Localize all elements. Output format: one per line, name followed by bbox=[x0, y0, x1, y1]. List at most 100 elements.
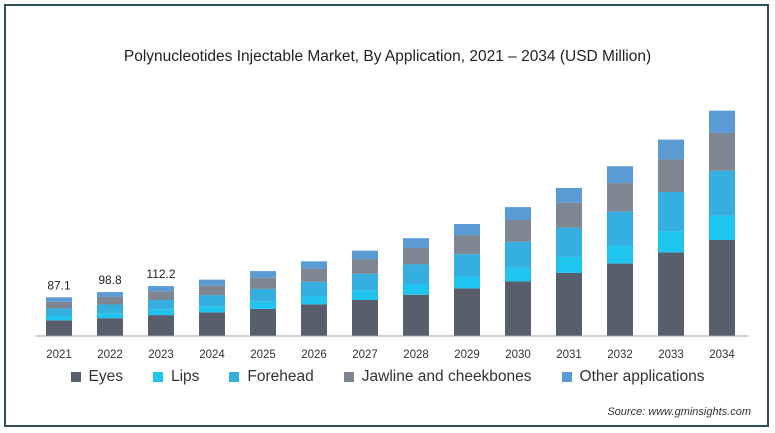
bar-2025-lips bbox=[250, 301, 276, 309]
x-tick-label-2023: 2023 bbox=[148, 349, 174, 361]
legend-label: Eyes bbox=[88, 368, 123, 385]
bar-2032-lips bbox=[607, 245, 633, 264]
bar-2023-eyes bbox=[148, 315, 174, 336]
legend-item-jawline-and-cheekbones: Jawline and cheekbones bbox=[343, 368, 532, 386]
x-tick-label-2031: 2031 bbox=[556, 349, 582, 361]
x-tick-label-2032: 2032 bbox=[607, 349, 633, 361]
x-tick-label-2030: 2030 bbox=[505, 349, 531, 361]
bar-2022-lips bbox=[97, 313, 123, 319]
x-tick-label-2029: 2029 bbox=[454, 349, 480, 361]
bar-2024-lips bbox=[199, 306, 225, 313]
bar-2026-other-applications bbox=[301, 261, 327, 269]
bar-2032-jawline-and-cheekbones bbox=[607, 183, 633, 212]
bar-2023-lips bbox=[148, 309, 174, 316]
bar-2024-other-applications bbox=[199, 279, 225, 286]
legend-label: Jawline and cheekbones bbox=[361, 368, 532, 385]
bar-2032-other-applications bbox=[607, 166, 633, 184]
legend-swatch bbox=[152, 372, 163, 382]
legend-item-other-applications: Other applications bbox=[561, 368, 705, 386]
x-tick-label-2026: 2026 bbox=[301, 349, 327, 361]
bar-2028-lips bbox=[403, 284, 429, 295]
bar-2030-forehead bbox=[505, 241, 531, 268]
legend-item-lips: Lips bbox=[152, 368, 200, 386]
x-tick-label-2022: 2022 bbox=[97, 349, 123, 361]
bar-2028-other-applications bbox=[403, 238, 429, 248]
bar-2022-forehead bbox=[97, 304, 123, 314]
bar-2025-forehead bbox=[250, 288, 276, 302]
bar-2022-eyes bbox=[97, 318, 123, 336]
bar-2034-lips bbox=[709, 215, 735, 240]
chart-title: Polynucleotides Injectable Market, By Ap… bbox=[123, 48, 652, 65]
x-tick-label-2025: 2025 bbox=[250, 349, 276, 361]
legend-label: Other applications bbox=[579, 368, 705, 385]
bar-2033-other-applications bbox=[658, 139, 684, 160]
bar-2034-forehead bbox=[709, 170, 735, 216]
legend-swatch bbox=[229, 372, 240, 382]
bar-2025-jawline-and-cheekbones bbox=[250, 277, 276, 289]
chart-frame bbox=[4, 4, 769, 427]
bar-2033-jawline-and-cheekbones bbox=[658, 159, 684, 192]
bar-2034-jawline-and-cheekbones bbox=[709, 132, 735, 171]
x-tick-label-2021: 2021 bbox=[46, 349, 72, 361]
bar-2030-jawline-and-cheekbones bbox=[505, 220, 531, 242]
legend-swatch bbox=[561, 372, 572, 382]
data-label-2022: 98.8 bbox=[98, 273, 122, 287]
x-tick-label-2027: 2027 bbox=[352, 349, 378, 361]
bar-2034-other-applications bbox=[709, 110, 735, 133]
x-tick-label-2028: 2028 bbox=[403, 349, 429, 361]
bar-2026-jawline-and-cheekbones bbox=[301, 268, 327, 282]
bar-2030-eyes bbox=[505, 281, 531, 336]
bar-2021-other-applications bbox=[46, 297, 72, 302]
legend: Eyes Lips Forehead Jawline and cheekbones Ot… bbox=[0, 368, 775, 386]
bar-2023-other-applications bbox=[148, 286, 174, 292]
bar-2029-lips bbox=[454, 276, 480, 289]
bar-2033-lips bbox=[658, 231, 684, 253]
bar-2027-other-applications bbox=[352, 250, 378, 260]
legend-item-forehead: Forehead bbox=[229, 368, 314, 386]
bar-2029-jawline-and-cheekbones bbox=[454, 235, 480, 255]
bar-2032-eyes bbox=[607, 263, 633, 336]
bar-2028-jawline-and-cheekbones bbox=[403, 248, 429, 265]
bar-2021-jawline-and-cheekbones bbox=[46, 301, 72, 309]
bar-2027-forehead bbox=[352, 273, 378, 291]
legend-label: Lips bbox=[170, 368, 200, 385]
bar-2034-eyes bbox=[709, 240, 735, 336]
legend-label: Forehead bbox=[247, 368, 314, 385]
bar-2033-forehead bbox=[658, 192, 684, 232]
bar-2031-jawline-and-cheekbones bbox=[556, 202, 582, 228]
bar-2027-eyes bbox=[352, 300, 378, 336]
x-tick-label-2024: 2024 bbox=[199, 349, 225, 361]
bar-2027-lips bbox=[352, 290, 378, 300]
legend-swatch bbox=[70, 372, 81, 382]
bar-2029-other-applications bbox=[454, 224, 480, 236]
bar-2026-forehead bbox=[301, 281, 327, 297]
bar-2026-lips bbox=[301, 296, 327, 305]
data-label-2021: 87.1 bbox=[47, 278, 71, 292]
legend-item-eyes: Eyes bbox=[70, 368, 123, 386]
bar-2031-lips bbox=[556, 256, 582, 273]
x-tick-label-2033: 2033 bbox=[658, 349, 684, 361]
bar-2021-forehead bbox=[46, 308, 72, 316]
source-note: Source: www.gminsights.com bbox=[607, 406, 751, 418]
bar-2023-forehead bbox=[148, 300, 174, 310]
bar-2028-forehead bbox=[403, 264, 429, 284]
bar-2021-lips bbox=[46, 316, 72, 321]
bar-2022-jawline-and-cheekbones bbox=[97, 296, 123, 305]
bar-2024-jawline-and-cheekbones bbox=[199, 285, 225, 296]
bar-2029-forehead bbox=[454, 254, 480, 277]
data-label-2023: 112.2 bbox=[146, 267, 175, 281]
bar-2022-other-applications bbox=[97, 292, 123, 297]
bar-2028-eyes bbox=[403, 294, 429, 336]
bar-2021-eyes bbox=[46, 320, 72, 336]
bar-2027-jawline-and-cheekbones bbox=[352, 259, 378, 274]
bar-2023-jawline-and-cheekbones bbox=[148, 291, 174, 300]
x-tick-label-2034: 2034 bbox=[709, 349, 735, 361]
bar-2025-eyes bbox=[250, 308, 276, 336]
bar-2030-other-applications bbox=[505, 207, 531, 220]
bar-2026-eyes bbox=[301, 304, 327, 336]
bar-2030-lips bbox=[505, 267, 531, 282]
bar-2031-eyes bbox=[556, 272, 582, 336]
bar-2031-other-applications bbox=[556, 188, 582, 203]
legend-swatch bbox=[343, 372, 354, 382]
